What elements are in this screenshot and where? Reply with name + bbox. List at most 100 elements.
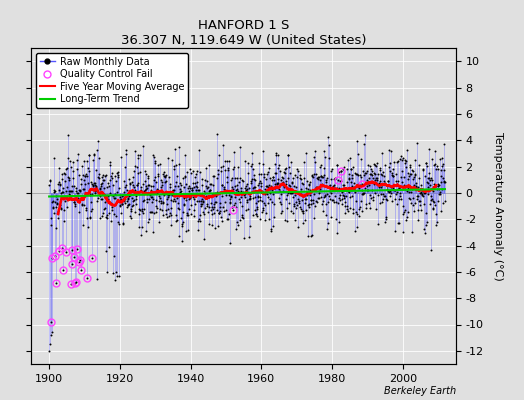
Point: [381, 193, 389, 199]
Point: [269, 174, 278, 180]
Point: [222, 206, 230, 213]
Point: [116, 197, 124, 203]
Point: [145, 216, 153, 222]
Point: [212, 192, 220, 199]
Point: [211, 190, 219, 196]
Point: [262, 176, 270, 182]
Point: [332, 199, 340, 206]
Point: [430, 161, 438, 168]
Point: [140, 168, 149, 174]
Point: [305, 180, 313, 187]
Point: [241, 194, 249, 200]
Point: [255, 178, 264, 184]
Point: [123, 202, 132, 208]
Point: [173, 217, 181, 223]
Point: [228, 184, 237, 190]
Point: [188, 185, 196, 191]
Point: [225, 158, 233, 164]
Point: [170, 166, 178, 172]
Point: [394, 177, 402, 184]
Point: [358, 208, 366, 214]
Point: [105, 177, 114, 183]
Point: [164, 194, 172, 200]
Point: [320, 148, 329, 155]
Point: [59, 206, 68, 213]
Point: [401, 157, 410, 164]
Point: [216, 208, 225, 214]
Point: [308, 173, 316, 180]
Point: [56, 181, 64, 187]
Text: Berkeley Earth: Berkeley Earth: [384, 386, 456, 396]
Point: [331, 193, 339, 199]
Point: [74, 190, 82, 196]
Point: [180, 184, 189, 190]
Point: [252, 211, 260, 218]
Point: [377, 183, 385, 190]
Point: [230, 163, 238, 170]
Point: [263, 183, 271, 189]
Point: [302, 185, 311, 191]
Point: [387, 148, 396, 154]
Point: [46, 178, 54, 184]
Point: [91, 180, 99, 186]
Point: [315, 195, 323, 201]
Point: [61, 166, 70, 172]
Point: [430, 181, 439, 187]
Point: [62, 249, 70, 255]
Point: [272, 150, 280, 156]
Point: [274, 165, 282, 171]
Point: [424, 180, 433, 186]
Point: [290, 172, 299, 178]
Point: [81, 173, 89, 179]
Point: [108, 170, 116, 176]
Point: [205, 162, 213, 168]
Point: [355, 184, 363, 191]
Point: [206, 187, 214, 193]
Point: [290, 182, 298, 189]
Point: [222, 187, 230, 194]
Point: [83, 158, 91, 164]
Point: [353, 211, 361, 218]
Point: [353, 224, 362, 230]
Point: [337, 178, 345, 184]
Point: [337, 168, 345, 174]
Point: [403, 147, 411, 154]
Point: [146, 190, 155, 196]
Point: [317, 161, 325, 168]
Point: [323, 191, 332, 198]
Point: [235, 196, 244, 202]
Point: [418, 191, 426, 197]
Point: [80, 177, 89, 183]
Point: [379, 196, 388, 202]
Point: [379, 190, 387, 197]
Point: [53, 196, 61, 202]
Point: [62, 164, 71, 171]
Point: [73, 156, 82, 163]
Point: [389, 173, 397, 179]
Point: [357, 174, 365, 180]
Point: [278, 179, 286, 186]
Legend: Raw Monthly Data, Quality Control Fail, Five Year Moving Average, Long-Term Tren: Raw Monthly Data, Quality Control Fail, …: [36, 53, 188, 108]
Point: [93, 188, 101, 194]
Point: [314, 187, 323, 194]
Point: [383, 186, 391, 192]
Point: [94, 174, 102, 180]
Point: [157, 200, 166, 206]
Point: [113, 170, 121, 176]
Point: [249, 172, 258, 178]
Point: [139, 210, 147, 216]
Point: [139, 188, 148, 194]
Point: [268, 187, 276, 193]
Point: [74, 151, 82, 157]
Point: [111, 173, 119, 179]
Point: [106, 190, 114, 196]
Point: [245, 223, 254, 230]
Point: [376, 178, 385, 184]
Point: [69, 168, 78, 174]
Point: [275, 186, 283, 192]
Point: [339, 192, 347, 198]
Point: [100, 206, 108, 212]
Point: [85, 152, 93, 158]
Point: [356, 203, 364, 210]
Point: [393, 159, 401, 165]
